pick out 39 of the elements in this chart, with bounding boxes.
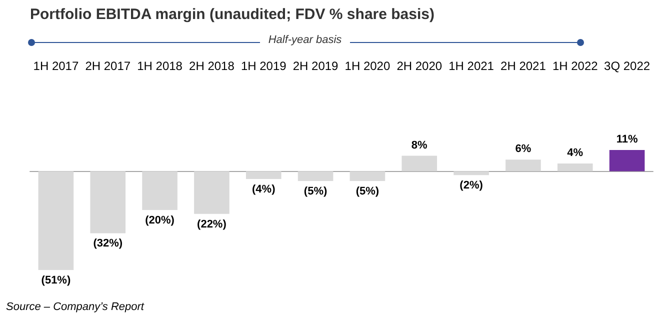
x-tick-label: 2H 2017 xyxy=(85,59,131,73)
chart-title: Portfolio EBITDA margin (unaudited; FDV % share basis) xyxy=(30,6,434,23)
x-tick-label: 1H 2020 xyxy=(344,59,390,73)
x-tick-label: 3Q 2022 xyxy=(604,59,650,73)
x-tick-label: 2H 2018 xyxy=(189,59,235,73)
data-label: 4% xyxy=(567,147,584,160)
bar xyxy=(142,171,178,210)
bar xyxy=(90,171,126,234)
bar xyxy=(557,164,593,172)
data-label: (20%) xyxy=(145,214,175,226)
data-label: (22%) xyxy=(197,218,227,230)
bar xyxy=(350,171,386,181)
x-tick-label: 1H 2022 xyxy=(552,59,598,73)
data-label: (5%) xyxy=(356,185,380,198)
x-tick-label: 1H 2021 xyxy=(448,59,494,73)
data-label: (51%) xyxy=(41,274,71,286)
bar xyxy=(194,171,230,214)
data-label: (5%) xyxy=(304,185,328,198)
data-label: 11% xyxy=(616,134,638,146)
data-label: 6% xyxy=(515,143,532,156)
bar xyxy=(298,171,334,181)
bar xyxy=(38,171,74,270)
bar xyxy=(402,156,438,172)
x-tick-label: 1H 2019 xyxy=(240,59,287,73)
bar xyxy=(506,160,541,172)
bar xyxy=(454,171,489,176)
data-label: (4%) xyxy=(252,184,276,196)
data-label: (32%) xyxy=(93,238,123,250)
text: Half-year basis xyxy=(260,34,350,46)
x-tick-label: 1H 2017 xyxy=(33,59,79,73)
source-note: Source – Company’s Report xyxy=(6,301,144,313)
bar xyxy=(246,171,282,180)
x-tick-label: 1H 2018 xyxy=(137,59,183,73)
data-label: 8% xyxy=(411,139,428,152)
bar xyxy=(609,150,645,172)
data-label: (2%) xyxy=(460,180,484,192)
x-tick-label: 2H 2021 xyxy=(500,59,546,73)
x-tick-label: 2H 2019 xyxy=(292,59,339,73)
x-tick-label: 2H 2020 xyxy=(396,59,442,73)
